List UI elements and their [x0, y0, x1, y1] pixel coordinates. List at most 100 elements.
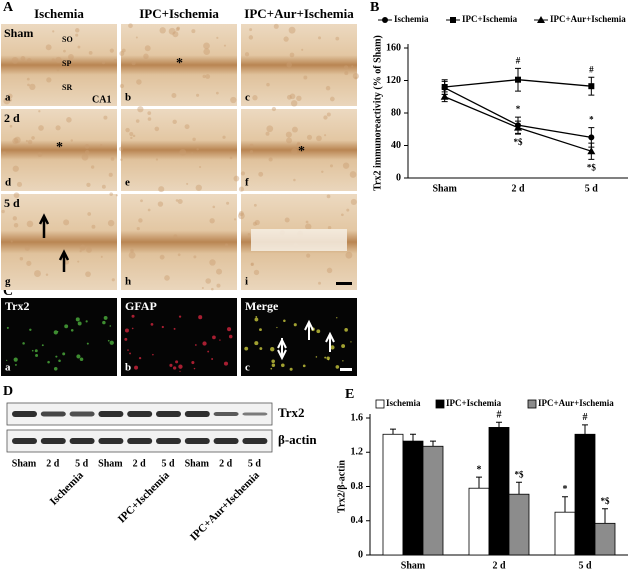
- fluorescence-image: [1, 298, 117, 376]
- signal: [335, 365, 340, 369]
- legend-label: Ischemia: [386, 398, 421, 408]
- signal: [127, 349, 129, 351]
- cell-texture: [335, 36, 340, 41]
- signal: [341, 344, 346, 349]
- cell-texture: [201, 286, 204, 289]
- legend-label: IPC+Aur+Ischemia: [550, 14, 626, 24]
- micrograph: [241, 109, 357, 191]
- cell-texture: [216, 91, 219, 95]
- marker: [440, 92, 449, 100]
- signal: [327, 358, 330, 361]
- cell-texture: [66, 117, 72, 123]
- cell-texture: [186, 182, 189, 185]
- image-title: Merge: [245, 299, 279, 313]
- cell-texture: [13, 222, 19, 228]
- signal: [75, 317, 80, 322]
- cell-texture: [230, 96, 237, 104]
- signal: [53, 367, 58, 371]
- cell-texture: [288, 26, 296, 34]
- cell-texture: [326, 112, 331, 117]
- signal: [344, 328, 348, 332]
- cell-texture: [297, 141, 301, 145]
- group-label: IPC+Aur+Ischemia: [188, 469, 262, 543]
- cell-texture: [157, 201, 164, 207]
- cell-texture: [346, 208, 350, 212]
- cell-texture: [38, 110, 41, 113]
- layer-label: SP: [62, 59, 71, 68]
- blot-band: [12, 411, 37, 417]
- cell-texture: [113, 58, 117, 63]
- cell-texture: [79, 250, 82, 253]
- cell-texture: [56, 68, 60, 72]
- cell-texture: [9, 124, 13, 128]
- cell-texture: [14, 136, 21, 144]
- cell-texture: [77, 260, 80, 263]
- cell-texture: [29, 83, 36, 91]
- cell-texture: [205, 74, 211, 79]
- fluorescence-image: [121, 298, 237, 376]
- marker: [441, 84, 448, 90]
- cell-texture: [179, 148, 187, 156]
- cell-texture: [196, 148, 199, 151]
- signal: [62, 352, 66, 356]
- lane-label: Sham: [12, 458, 37, 469]
- signal: [173, 327, 176, 330]
- cell-texture: [233, 218, 237, 221]
- cell-texture: [46, 77, 52, 83]
- micrograph: [1, 194, 117, 290]
- blot-band: [98, 438, 124, 444]
- cell-texture: [285, 131, 292, 138]
- cell-texture: [138, 218, 143, 223]
- lane-label: 2 d: [133, 458, 147, 469]
- significance-mark: #: [497, 410, 502, 421]
- error-bar: [390, 428, 396, 435]
- cell-texture: [26, 77, 30, 81]
- cell-texture: [129, 131, 134, 137]
- cell-texture: [199, 165, 202, 169]
- legend-label: IPC+Aur+Ischemia: [538, 398, 614, 408]
- significance-mark: *: [589, 115, 594, 125]
- micrograph: [241, 24, 357, 106]
- legend-label: IPC+Ischemia: [462, 14, 518, 24]
- x-tick-label: 5 d: [585, 183, 599, 194]
- cell-texture: [84, 144, 90, 149]
- signal: [254, 341, 259, 346]
- group-label: IPC+Ischemia: [116, 469, 172, 525]
- cell-texture: [75, 33, 79, 37]
- cell-letter: a: [5, 92, 11, 104]
- fluorescence-image: [241, 298, 357, 376]
- blot-band: [69, 438, 95, 444]
- cell-texture: [55, 125, 61, 131]
- cell-texture: [318, 281, 321, 285]
- cell-texture: [349, 171, 357, 178]
- signal: [152, 353, 154, 356]
- cell-texture: [173, 234, 178, 239]
- bar: [594, 522, 616, 556]
- signal: [22, 342, 25, 345]
- cell-letter: d: [5, 177, 11, 189]
- x-tick-label: 2 d: [492, 560, 506, 571]
- cell-texture: [10, 240, 13, 243]
- cell-texture: [164, 275, 170, 281]
- cell-texture: [25, 139, 28, 143]
- arrow: [38, 213, 50, 238]
- cell-texture: [265, 131, 270, 136]
- blot-band: [213, 438, 239, 444]
- cell-texture: [155, 158, 159, 161]
- cell-texture: [131, 61, 136, 66]
- cell-texture: [168, 27, 176, 35]
- cell-texture: [240, 171, 246, 176]
- blot-band: [184, 411, 210, 417]
- cell-texture: [301, 48, 304, 51]
- signal: [228, 334, 233, 339]
- micrograph: [121, 24, 237, 106]
- cell-texture: [289, 52, 295, 58]
- cell-texture: [286, 94, 292, 100]
- cell-texture: [55, 56, 62, 64]
- cell-texture: [252, 221, 257, 226]
- cell-texture: [115, 194, 118, 197]
- cell-texture: [8, 98, 12, 102]
- cell-texture: [12, 137, 19, 145]
- y-tick-label: 0.4: [351, 515, 364, 526]
- arrow: [325, 331, 335, 352]
